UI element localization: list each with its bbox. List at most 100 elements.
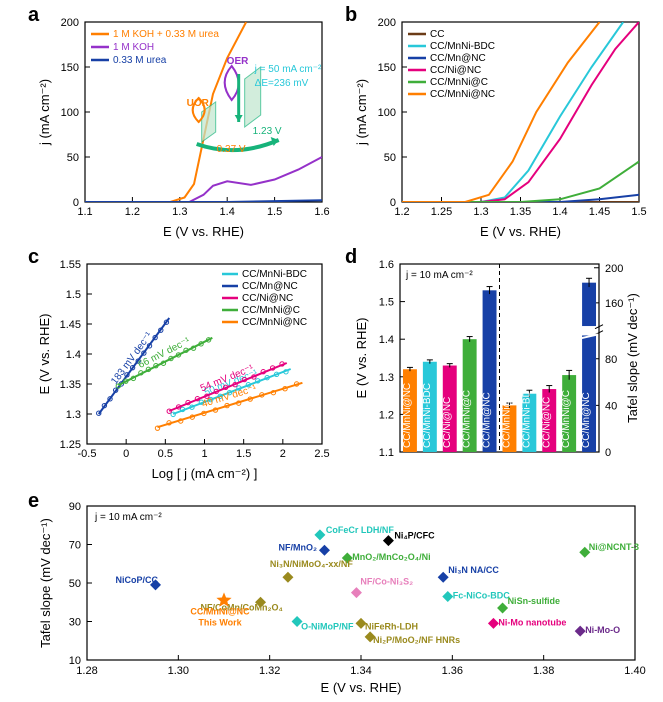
svg-text:1.25: 1.25	[431, 206, 452, 218]
svg-text:1.55: 1.55	[60, 259, 81, 271]
svg-text:CC/Mn@NC: CC/Mn@NC	[430, 53, 486, 64]
svg-text:UOR: UOR	[187, 98, 210, 109]
svg-text:100: 100	[61, 107, 79, 119]
svg-text:CC/MnNi@C: CC/MnNi@C	[242, 305, 300, 316]
svg-text:1.30: 1.30	[168, 665, 189, 677]
svg-text:CC/Ni@NC: CC/Ni@NC	[541, 397, 552, 448]
svg-text:1.23 V: 1.23 V	[253, 126, 282, 137]
svg-text:1.4: 1.4	[379, 334, 394, 346]
svg-text:Ni₃N/NiMoO₄-xx/NF: Ni₃N/NiMoO₄-xx/NF	[270, 559, 353, 569]
svg-text:CC: CC	[430, 29, 444, 40]
svg-text:CC/MnNi@NC: CC/MnNi@NC	[402, 383, 413, 448]
svg-text:1.45: 1.45	[60, 319, 81, 331]
svg-text:CC/Mn@NC: CC/Mn@NC	[242, 281, 298, 292]
svg-text:CC/Mn@NC: CC/Mn@NC	[581, 392, 592, 448]
svg-text:200: 200	[605, 263, 623, 275]
svg-text:j = 10 mA cm⁻²: j = 10 mA cm⁻²	[94, 512, 162, 523]
svg-text:2.5: 2.5	[314, 448, 329, 460]
svg-text:CC/MnNi@C: CC/MnNi@C	[462, 390, 473, 448]
svg-text:1.5: 1.5	[66, 289, 81, 301]
svg-text:Tafel slope (mV dec⁻¹): Tafel slope (mV dec⁻¹)	[38, 518, 53, 648]
svg-text:This Work: This Work	[198, 617, 242, 627]
svg-text:E (V vs. RHE): E (V vs. RHE)	[321, 680, 402, 695]
svg-text:CC/MnNi-BDC: CC/MnNi-BDC	[422, 383, 433, 448]
svg-text:50: 50	[69, 578, 81, 590]
svg-text:1.25: 1.25	[60, 439, 81, 451]
svg-text:1.5: 1.5	[631, 206, 646, 218]
svg-text:1.1: 1.1	[379, 447, 394, 459]
svg-text:1.3: 1.3	[473, 206, 488, 218]
svg-text:1.4: 1.4	[220, 206, 235, 218]
panel-a: 1.11.21.31.41.51.6050100150200E (V vs. R…	[35, 12, 330, 240]
panel-c: -0.500.511.522.51.251.31.351.41.451.51.5…	[35, 254, 330, 482]
svg-text:E (V vs. RHE): E (V vs. RHE)	[354, 318, 369, 399]
svg-text:CoFeCr LDH/NF: CoFeCr LDH/NF	[326, 525, 394, 535]
svg-text:j (mA cm⁻²): j (mA cm⁻²)	[37, 79, 52, 146]
svg-text:CC/MnNi@C: CC/MnNi@C	[430, 77, 488, 88]
svg-text:1 M KOH + 0.33 M urea: 1 M KOH + 0.33 M urea	[113, 29, 219, 40]
svg-text:j (mA cm⁻²): j (mA cm⁻²)	[354, 79, 369, 146]
svg-text:30: 30	[69, 617, 81, 629]
panel-d: 1.11.21.31.41.51.604080160200E (V vs. RH…	[352, 254, 647, 482]
svg-text:CC/MnNi@NC: CC/MnNi@NC	[501, 383, 512, 448]
svg-text:1.32: 1.32	[259, 665, 280, 677]
svg-text:0.5: 0.5	[158, 448, 173, 460]
svg-text:NF/Co-Ni₃S₂: NF/Co-Ni₃S₂	[360, 577, 413, 587]
svg-text:Ni@NCNT-3: Ni@NCNT-3	[589, 542, 639, 552]
svg-text:0: 0	[73, 197, 79, 209]
svg-text:1.36: 1.36	[442, 665, 463, 677]
svg-text:1 M KOH: 1 M KOH	[113, 42, 154, 53]
panel-d-svg: 1.11.21.31.41.51.604080160200E (V vs. RH…	[352, 254, 647, 482]
svg-text:CC/MnNi-BDC: CC/MnNi-BDC	[242, 269, 307, 280]
svg-text:1.5: 1.5	[236, 448, 251, 460]
svg-text:ΔE=236 mV: ΔE=236 mV	[255, 78, 309, 89]
svg-text:CC/Ni@NC: CC/Ni@NC	[242, 293, 293, 304]
svg-text:50: 50	[384, 152, 396, 164]
svg-text:Ni-Mo nanotube: Ni-Mo nanotube	[498, 617, 566, 627]
svg-text:80: 80	[605, 354, 617, 366]
svg-text:Tafel slope (mV dec⁻¹): Tafel slope (mV dec⁻¹)	[625, 293, 640, 423]
svg-text:1.5: 1.5	[379, 297, 394, 309]
svg-text:CC/MnNi@NC: CC/MnNi@NC	[190, 606, 250, 616]
svg-text:0: 0	[605, 447, 611, 459]
svg-text:50: 50	[67, 152, 79, 164]
svg-text:CC/MnNi-BDC: CC/MnNi-BDC	[430, 41, 495, 52]
panel-e-svg: 1.281.301.321.341.361.381.401030507090E …	[35, 498, 645, 696]
svg-text:1.40: 1.40	[624, 665, 645, 677]
svg-text:70: 70	[69, 540, 81, 552]
svg-text:0: 0	[390, 197, 396, 209]
panel-b-svg: 1.21.251.31.351.41.451.5050100150200E (V…	[352, 12, 647, 240]
svg-text:j = 50 mA cm⁻²: j = 50 mA cm⁻²	[254, 64, 322, 75]
panel-b: 1.21.251.31.351.41.451.5050100150200E (V…	[352, 12, 647, 240]
svg-text:0.37 V: 0.37 V	[217, 144, 246, 155]
svg-text:10: 10	[69, 655, 81, 667]
svg-text:E (V vs. RHE): E (V vs. RHE)	[37, 314, 52, 395]
svg-text:MnO₂/MnCo₂O₄/Ni: MnO₂/MnCo₂O₄/Ni	[352, 552, 430, 562]
svg-text:CC/MnNi-BDC: CC/MnNi-BDC	[521, 383, 532, 448]
svg-text:1.5: 1.5	[267, 206, 282, 218]
svg-text:CC/Ni@NC: CC/Ni@NC	[430, 65, 481, 76]
svg-text:1.4: 1.4	[66, 349, 81, 361]
svg-text:1.34: 1.34	[350, 665, 371, 677]
svg-text:1.4: 1.4	[552, 206, 567, 218]
svg-text:CC/Mn@NC: CC/Mn@NC	[482, 392, 493, 448]
svg-text:40: 40	[605, 400, 617, 412]
svg-text:NiFeRh-LDH: NiFeRh-LDH	[365, 621, 418, 631]
svg-text:NiSn-sulfide: NiSn-sulfide	[508, 596, 561, 606]
svg-text:Ni-Mo-O: Ni-Mo-O	[585, 625, 620, 635]
svg-text:NF/MnO₂: NF/MnO₂	[278, 542, 317, 552]
svg-text:1.1: 1.1	[77, 206, 92, 218]
svg-text:200: 200	[378, 17, 396, 29]
svg-text:2: 2	[280, 448, 286, 460]
svg-text:1.3: 1.3	[379, 372, 394, 384]
svg-text:CC/MnNi@NC: CC/MnNi@NC	[242, 317, 307, 328]
svg-text:1.6: 1.6	[379, 259, 394, 271]
svg-text:1: 1	[201, 448, 207, 460]
svg-text:1.6: 1.6	[314, 206, 329, 218]
svg-text:Ni₃N NA/CC: Ni₃N NA/CC	[448, 565, 499, 575]
svg-text:200: 200	[61, 17, 79, 29]
svg-text:E (V vs. RHE): E (V vs. RHE)	[480, 224, 561, 239]
svg-text:Ni₄P/CFC: Ni₄P/CFC	[394, 531, 435, 541]
svg-text:NiCoP/CC: NiCoP/CC	[116, 575, 159, 585]
svg-text:1.38: 1.38	[533, 665, 554, 677]
